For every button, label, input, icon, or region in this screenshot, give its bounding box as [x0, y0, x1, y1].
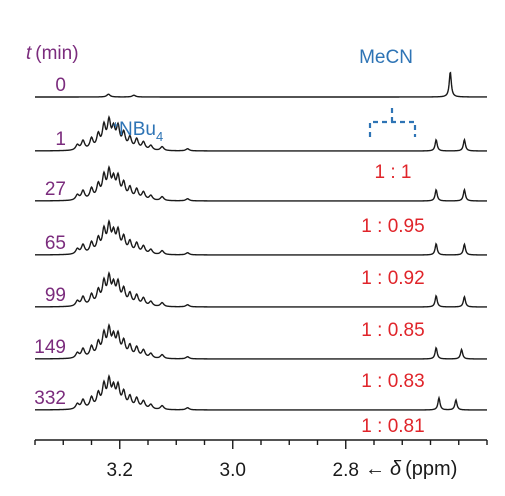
y-axis-var: t [26, 43, 32, 64]
time-label-1: 1 [55, 129, 66, 150]
ratio-label-99: 1 : 0.92 [361, 268, 424, 289]
nbu4-charge: + [112, 118, 119, 132]
spectrum-trace-149 [35, 322, 488, 360]
x-axis-label: ← δ (ppm) [365, 458, 457, 480]
spectrum-trace-1 [35, 114, 487, 152]
time-label-332: 332 [34, 388, 66, 409]
time-label-99: 99 [45, 285, 66, 306]
ratio-label-final: 1 : 0.81 [361, 416, 424, 437]
x-tick-label: 3.0 [220, 460, 246, 481]
ratio-label-65: 1 : 0.95 [361, 216, 424, 237]
ratio-label-149: 1 : 0.85 [361, 320, 424, 341]
time-label-149: 149 [34, 337, 66, 358]
spectrum-trace-65 [35, 218, 488, 256]
spectrum-trace-0 [35, 71, 487, 98]
nbu4-name: NBu [119, 119, 156, 140]
x-tick-label: 2.8 [333, 460, 359, 481]
ratio-label-332: 1 : 0.83 [361, 371, 424, 392]
spectrum-trace-27 [35, 164, 487, 202]
x-axis-unit: (ppm) [405, 458, 457, 480]
spectrum-trace-99 [35, 270, 487, 308]
x-axis-symbol: δ [390, 458, 402, 480]
nbu4-label: +NBu4 [112, 118, 163, 144]
x-axis-arrow: ← [365, 458, 385, 480]
x-tick-label: 3.2 [107, 460, 133, 481]
nbu4-subscript: 4 [156, 129, 163, 144]
spectrum-trace-332 [35, 373, 487, 411]
y-axis-label: t (min) [26, 43, 79, 64]
time-label-0: 0 [55, 75, 66, 96]
mecn-split-bracket [368, 120, 417, 137]
y-axis-unit: (min) [35, 43, 78, 64]
time-label-27: 27 [45, 179, 66, 200]
time-label-65: 65 [45, 233, 66, 254]
ratio-label-27: 1 : 1 [375, 162, 412, 183]
x-axis: 3.2 3.0 2.8 [34, 439, 488, 481]
mecn-label: MeCN [359, 47, 413, 68]
